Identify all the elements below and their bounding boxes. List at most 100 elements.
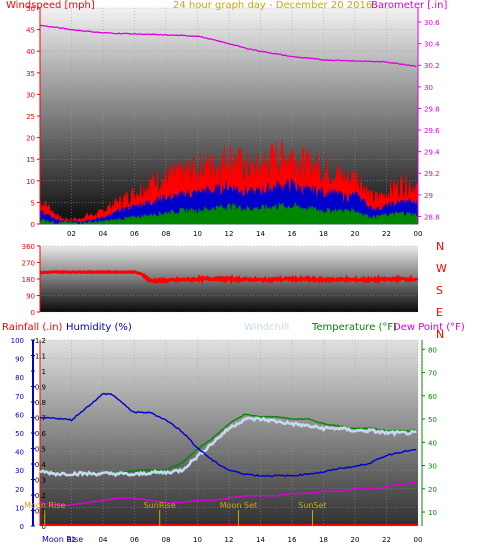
event-label: SunRise <box>144 501 176 510</box>
tick-label-baro: 28.8 <box>424 213 440 221</box>
tick-label-humidity: 30 <box>15 467 24 475</box>
tick-label-humidity: 0 <box>20 523 24 531</box>
tick-label-baro: 29 <box>424 192 433 200</box>
series-barometer <box>39 24 417 68</box>
tick-label-humidity: 60 <box>15 411 24 419</box>
tick-label-dir: 180 <box>22 276 35 284</box>
tick-label-temp: 40 <box>428 439 437 447</box>
tick-label-time: 02 <box>67 230 76 238</box>
tick-label-baro: 30.2 <box>424 62 440 70</box>
tick-label-wind: 45 <box>26 27 35 35</box>
tick-label-humidity: 10 <box>15 504 24 512</box>
tick-label-rain: 0 <box>42 523 46 531</box>
tick-label-dir: 270 <box>22 260 35 268</box>
tick-label-temp: 80 <box>428 346 437 354</box>
tick-label-time: 18 <box>319 536 328 544</box>
tick-label-baro: 29.6 <box>424 127 440 135</box>
tick-label-wind: 35 <box>26 70 35 78</box>
tick-label-humidity: 100 <box>11 337 24 345</box>
tick-label-temp: 70 <box>428 370 437 378</box>
tick-label-wind: 15 <box>26 156 35 164</box>
tick-label-time: 04 <box>99 230 108 238</box>
series-humidity <box>39 392 417 478</box>
tick-label-dir: 360 <box>22 243 35 251</box>
tick-label-baro: 30.4 <box>424 41 440 49</box>
tick-label-time: 10 <box>193 536 202 544</box>
tick-label-wind: 10 <box>26 178 35 186</box>
tick-label-temp: 10 <box>428 509 437 517</box>
tick-label-time: 00 <box>414 230 423 238</box>
tick-label-wind: 25 <box>26 113 35 121</box>
tick-label-wind: 40 <box>26 48 35 56</box>
compass-label: W <box>436 262 447 275</box>
event-label: Moon Set <box>220 501 257 510</box>
tick-label-time: 20 <box>351 230 360 238</box>
barometer-axis-title: Barometer [.in] <box>371 0 447 11</box>
event-label: Moon Rise <box>24 501 65 510</box>
tick-label-time: 20 <box>351 536 360 544</box>
tick-label-temp: 60 <box>428 393 437 401</box>
tick-label-wind: 5 <box>31 199 35 207</box>
tick-label-time: 12 <box>225 536 234 544</box>
tick-label-wind: 50 <box>26 5 35 13</box>
tick-label-baro: 29.4 <box>424 149 440 157</box>
rainfall-label: Rainfall (.in) <box>2 322 63 333</box>
tick-label-rain: 0.4 <box>35 461 47 469</box>
compass-label: S <box>436 284 443 297</box>
event-label: Moon Rise <box>42 535 83 544</box>
series-wind-average <box>39 178 419 225</box>
tick-label-humidity: 80 <box>15 374 24 382</box>
temperature-label: Temperature (°F) <box>311 322 397 333</box>
tick-label-baro: 30 <box>424 84 433 92</box>
tick-label-rain: 0.6 <box>35 430 47 438</box>
tick-label-time: 10 <box>193 230 202 238</box>
tick-label-time: 12 <box>225 230 234 238</box>
tick-label-wind: 20 <box>26 135 35 143</box>
compass-label: N <box>436 240 444 253</box>
windchill-label: Windchill <box>244 322 289 333</box>
tick-label-wind: 30 <box>26 91 35 99</box>
tick-label-temp: 50 <box>428 416 437 424</box>
tick-label-time: 06 <box>130 230 139 238</box>
tick-label-time: 14 <box>256 536 265 544</box>
tick-label-dir: 0 <box>31 309 35 317</box>
compass-label: E <box>436 306 443 319</box>
series-wind-direction <box>39 269 419 286</box>
tick-label-wind: 0 <box>31 221 35 229</box>
compass-label: N <box>436 328 444 341</box>
tick-label-time: 02 <box>67 536 76 544</box>
humidity-label: Humidity (%) <box>66 322 132 333</box>
tick-label-time: 18 <box>319 230 328 238</box>
wind-axis-title: Windspeed [mph] <box>6 0 95 11</box>
tick-label-baro: 30.6 <box>424 19 440 27</box>
tick-label-baro: 29.8 <box>424 105 440 113</box>
tick-label-dir: 90 <box>26 293 35 301</box>
tick-label-time: 14 <box>256 230 265 238</box>
tick-label-time: 08 <box>162 536 171 544</box>
event-label: SunSet <box>298 501 326 510</box>
tick-label-time: 22 <box>382 230 391 238</box>
tick-label-time: 06 <box>130 536 139 544</box>
tick-label-baro: 29.2 <box>424 170 440 178</box>
tick-label-time: 04 <box>99 536 108 544</box>
tick-label-rain: 1 <box>42 368 46 376</box>
series-dewpoint <box>39 481 417 507</box>
tick-label-temp: 20 <box>428 486 437 494</box>
chart-title: 24 hour graph day - December 20 2016 <box>173 0 372 11</box>
tick-label-humidity: 90 <box>15 356 24 364</box>
series-windchill <box>39 416 417 478</box>
tick-label-humidity: 20 <box>15 486 24 494</box>
tick-label-temp: 30 <box>428 463 437 471</box>
tick-label-time: 00 <box>414 536 423 544</box>
dewpoint-label: Dew Point (°F) <box>393 322 465 333</box>
tick-label-time: 16 <box>288 536 297 544</box>
tick-label-time: 22 <box>382 536 391 544</box>
tick-label-time: 16 <box>288 230 297 238</box>
tick-label-time: 08 <box>162 230 171 238</box>
tick-label-humidity: 50 <box>15 430 24 438</box>
tick-label-humidity: 70 <box>15 393 24 401</box>
tick-label-humidity: 40 <box>15 449 24 457</box>
series-wind-low <box>39 202 419 225</box>
